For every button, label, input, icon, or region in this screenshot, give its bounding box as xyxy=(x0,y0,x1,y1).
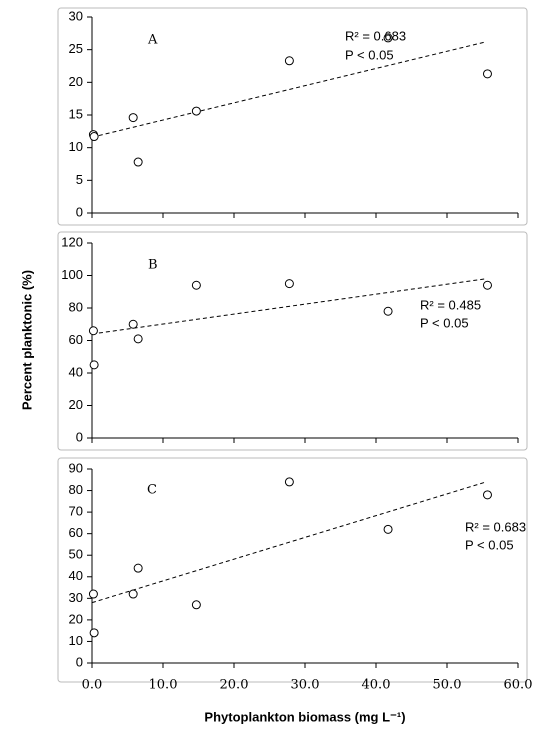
y-tick-label: 60 xyxy=(69,332,83,347)
panel-frame xyxy=(57,231,528,451)
y-tick-label: 60 xyxy=(69,525,83,540)
x-tick-label: 60.0 xyxy=(504,678,533,693)
x-axis-label: Phytoplankton biomass (mg L⁻¹) xyxy=(204,709,405,724)
point xyxy=(383,306,393,316)
point xyxy=(133,157,143,167)
y-tick-label: 40 xyxy=(69,568,83,583)
point xyxy=(482,69,492,79)
y-tick-label: 25 xyxy=(69,41,83,56)
x-tick-label: 10.0 xyxy=(149,678,178,693)
point xyxy=(383,33,393,43)
trendline xyxy=(91,481,487,604)
panel-label: C xyxy=(147,483,157,498)
y-tick-label: 20 xyxy=(69,397,83,412)
y-tick-label: 20 xyxy=(69,611,83,626)
panel-frame xyxy=(57,7,528,226)
point xyxy=(88,589,98,599)
y-tick-label: 0 xyxy=(76,654,83,669)
point xyxy=(284,279,294,289)
y-tick-label: 5 xyxy=(76,172,83,187)
y-tick-label: 120 xyxy=(61,234,83,249)
point xyxy=(191,600,201,610)
annotation: R² = 0.683 xyxy=(345,28,406,43)
y-tick-label: 80 xyxy=(69,482,83,497)
point xyxy=(128,113,138,123)
y-tick-label: 0 xyxy=(76,204,83,219)
x-tick-label: 0.0 xyxy=(82,678,103,693)
y-tick-label: 10 xyxy=(69,633,83,648)
annotation: P < 0.05 xyxy=(420,315,469,330)
y-tick-label: 15 xyxy=(69,106,83,121)
point xyxy=(133,334,143,344)
x-tick-label: 40.0 xyxy=(362,678,391,693)
annotation: P < 0.05 xyxy=(345,47,394,62)
point xyxy=(482,490,492,500)
y-tick-label: 80 xyxy=(69,299,83,314)
x-tick-label: 30.0 xyxy=(291,678,320,693)
y-tick-label: 30 xyxy=(69,8,83,23)
point xyxy=(128,589,138,599)
trendline xyxy=(91,41,487,138)
point xyxy=(89,360,99,370)
y-tick-label: 50 xyxy=(69,547,83,562)
point xyxy=(482,280,492,290)
y-tick-label: 90 xyxy=(69,460,83,475)
y-tick-label: 10 xyxy=(69,139,83,154)
trendline xyxy=(91,278,487,335)
point xyxy=(383,524,393,534)
point xyxy=(191,280,201,290)
point xyxy=(89,132,99,142)
panel-label: B xyxy=(148,258,158,273)
point xyxy=(133,563,143,573)
y-tick-label: 40 xyxy=(69,364,83,379)
y-tick-label: 20 xyxy=(69,74,83,89)
x-tick-label: 20.0 xyxy=(220,678,249,693)
point xyxy=(88,326,98,336)
point xyxy=(128,319,138,329)
y-tick-label: 30 xyxy=(69,590,83,605)
annotation: P < 0.05 xyxy=(465,537,514,552)
panel-frame xyxy=(57,457,528,683)
y-axis-label: Percent planktonic (%) xyxy=(19,270,34,410)
x-tick-label: 50.0 xyxy=(433,678,462,693)
point xyxy=(284,56,294,66)
point xyxy=(191,106,201,116)
y-tick-label: 70 xyxy=(69,504,83,519)
annotation: R² = 0.485 xyxy=(420,297,481,312)
y-tick-label: 100 xyxy=(61,267,83,282)
annotation: R² = 0.683 xyxy=(465,519,526,534)
panel-label: A xyxy=(147,33,158,48)
point xyxy=(284,477,294,487)
point xyxy=(89,628,99,638)
y-tick-label: 0 xyxy=(76,429,83,444)
